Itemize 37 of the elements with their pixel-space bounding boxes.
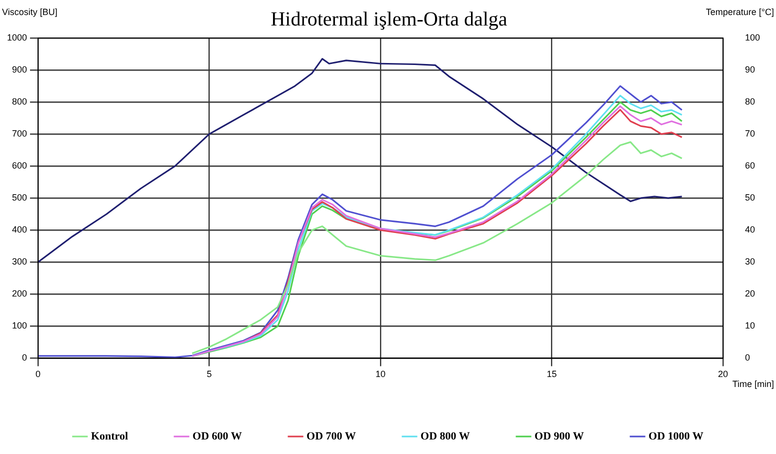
y-tick-label: 200 xyxy=(12,288,28,299)
y2-axis-title: Temperature [°C] xyxy=(706,6,774,17)
y-tick-label: 100 xyxy=(12,320,28,331)
y2-tick-label: 30 xyxy=(744,256,755,267)
y2-tick-label: 70 xyxy=(744,128,755,139)
y2-tick-label: 60 xyxy=(744,160,755,171)
y-tick-label: 600 xyxy=(12,160,28,171)
legend-label: OD 700 W xyxy=(306,430,356,442)
x-tick-label: 0 xyxy=(36,369,41,380)
y-tick-label: 800 xyxy=(12,96,28,107)
x-tick-label: 20 xyxy=(718,369,728,380)
y2-tick-label: 80 xyxy=(744,96,755,107)
legend-label: OD 800 W xyxy=(420,430,470,442)
y-axis-title: Viscosity [BU] xyxy=(2,6,58,17)
legend-label: Kontrol xyxy=(90,430,128,442)
y2-tick-label: 0 xyxy=(744,352,750,363)
y-tick-label: 400 xyxy=(12,224,28,235)
y2-tick-label: 20 xyxy=(744,288,755,299)
x-tick-label: 5 xyxy=(206,369,212,380)
chart-title: Hidrotermal işlem-Orta dalga xyxy=(270,8,508,30)
y-tick-label: 300 xyxy=(12,256,28,267)
x-axis-title: Time [min] xyxy=(732,379,774,390)
legend-label: OD 600 W xyxy=(192,430,242,442)
y2-tick-label: 50 xyxy=(744,192,755,203)
y2-tick-label: 10 xyxy=(744,320,755,331)
y2-tick-label: 40 xyxy=(744,224,755,235)
x-tick-label: 10 xyxy=(375,369,386,380)
y-tick-label: 700 xyxy=(12,128,28,139)
legend-label: OD 900 W xyxy=(534,430,584,442)
y-tick-label: 0 xyxy=(22,352,28,363)
y2-tick-label: 90 xyxy=(744,64,755,75)
x-tick-label: 15 xyxy=(546,369,557,380)
y-tick-label: 900 xyxy=(12,64,28,75)
y2-tick-label: 100 xyxy=(744,32,760,42)
y-tick-label: 500 xyxy=(12,192,28,203)
legend-label: OD 1000 W xyxy=(648,430,704,442)
y-tick-label: 1000 xyxy=(6,32,28,42)
